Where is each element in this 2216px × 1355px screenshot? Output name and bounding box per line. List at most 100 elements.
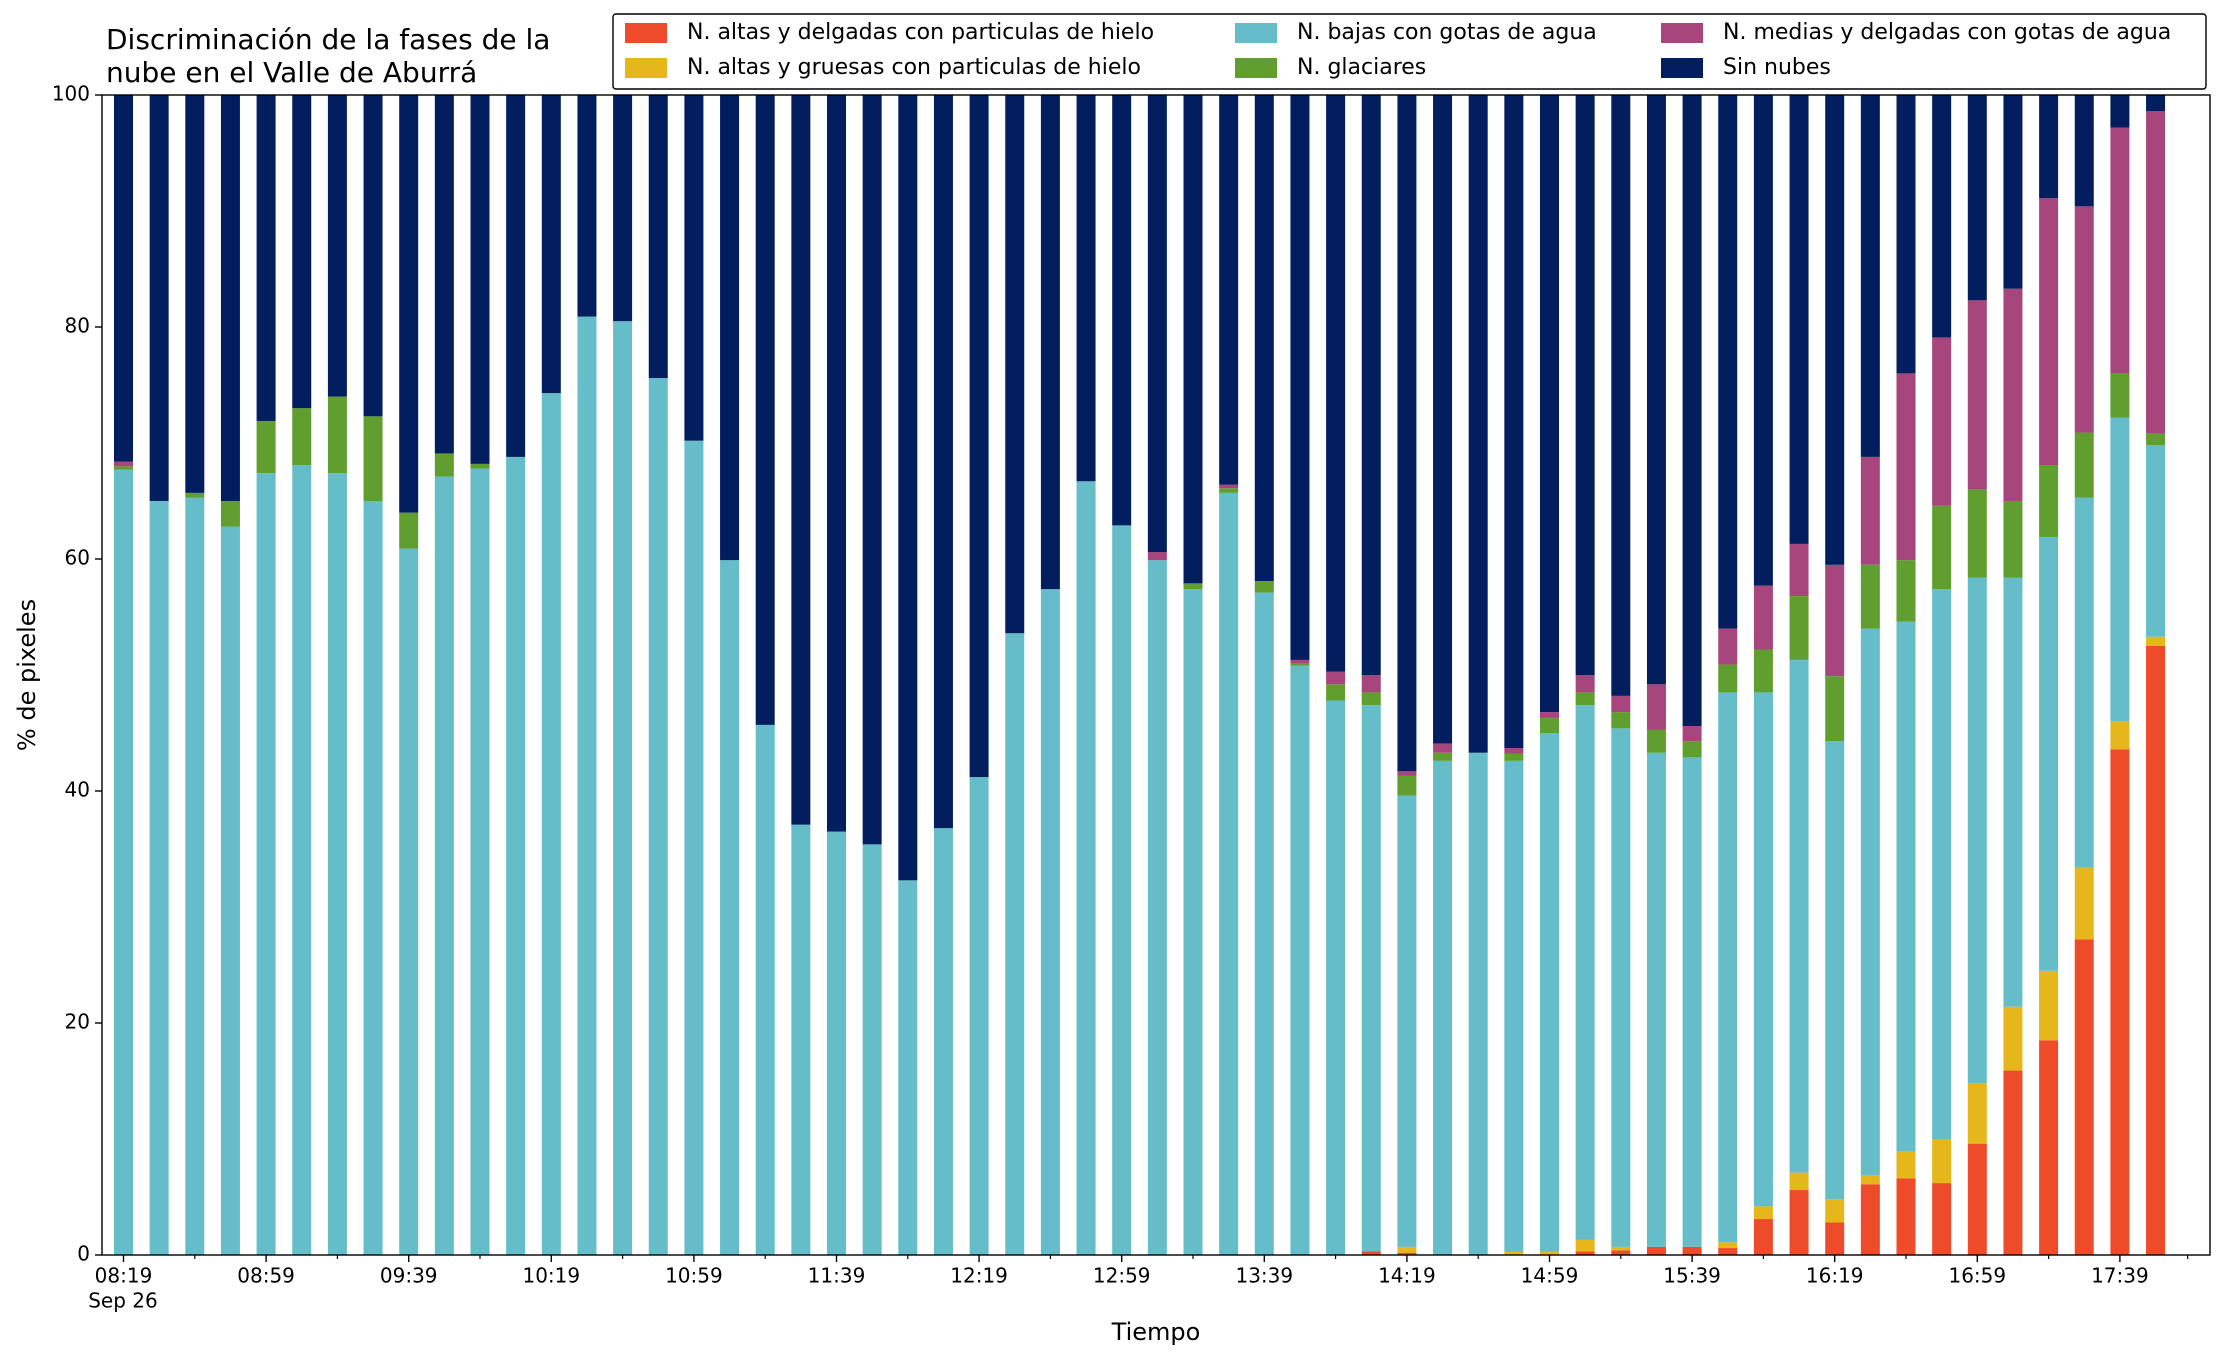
bar-segment	[1326, 684, 1346, 701]
bar-segment	[1147, 552, 1167, 561]
bar-segment	[1789, 596, 1809, 660]
bar-segment	[1397, 775, 1417, 796]
bar-segment	[2146, 445, 2166, 637]
bar-segment	[2110, 127, 2130, 374]
bar-segment	[220, 501, 240, 527]
bar-segment	[363, 501, 383, 1255]
bar-segment	[1397, 95, 1417, 772]
bar-segment	[149, 95, 169, 501]
bar-segment	[969, 95, 989, 778]
bar-segment	[1860, 628, 1880, 1175]
bar-segment	[2003, 501, 2023, 578]
bar-segment	[1646, 752, 1666, 1247]
bar-segment	[114, 461, 133, 467]
bar-segment	[1575, 692, 1595, 706]
bar-segment	[220, 526, 240, 1255]
legend-label: N. altas y gruesas con particulas de hie…	[687, 55, 1141, 80]
legend-label: N. glaciares	[1297, 55, 1426, 80]
bar-segment	[1718, 628, 1738, 665]
x-tick-label: 12:59	[1093, 1264, 1151, 1288]
plot-frame	[101, 94, 2211, 1256]
bar-segment	[292, 465, 312, 1255]
bar-segment	[256, 95, 276, 421]
x-tick-label: 08:19	[95, 1264, 153, 1288]
x-tick-label: 10:19	[522, 1264, 580, 1288]
bar-segment	[1504, 95, 1524, 749]
bar-segment	[327, 473, 347, 1255]
bar-segment	[1504, 753, 1524, 761]
bar-segment	[1183, 589, 1203, 1255]
bar-segment	[1896, 1178, 1916, 1255]
bar-segment	[1611, 728, 1631, 1247]
bar-segment	[1361, 1251, 1381, 1255]
bar-segment	[1397, 1252, 1417, 1255]
legend-swatch	[625, 58, 667, 78]
legend-label: N. medias y delgadas con gotas de agua	[1723, 20, 2171, 45]
bar-segment	[2146, 433, 2166, 446]
bar-segment	[1753, 95, 1773, 586]
bar-segment	[1540, 712, 1559, 718]
bar-segment	[1967, 1083, 1987, 1144]
bar-segment	[1682, 757, 1702, 1247]
bar-segment	[114, 466, 133, 470]
bar-segment	[1646, 1246, 1666, 1255]
bar-segment	[1646, 729, 1666, 753]
bar-segment	[2039, 1040, 2059, 1255]
x-tick-label: 08:59	[237, 1264, 295, 1288]
bar-segment	[2003, 577, 2023, 1007]
bar-segment	[1290, 665, 1310, 1255]
x-tick-label: 10:59	[665, 1264, 723, 1288]
bar-segment	[1825, 676, 1845, 742]
bar-segment	[1789, 659, 1809, 1173]
bar-segment	[1789, 95, 1809, 544]
bar-segment	[1611, 1246, 1631, 1251]
bar-segment	[791, 824, 811, 1255]
bar-segment	[1147, 560, 1167, 1255]
bar-segment	[1932, 337, 1952, 506]
bar-segment	[1504, 760, 1524, 1252]
bar-segment	[2074, 432, 2094, 498]
bar-segment	[1611, 95, 1631, 696]
bar-segment	[2110, 749, 2130, 1255]
bar-segment	[1361, 692, 1381, 706]
bar-segment	[1219, 488, 1239, 493]
bar-segment	[1254, 581, 1274, 593]
bar-segment	[1076, 481, 1096, 1255]
bar-segment	[1896, 621, 1916, 1152]
bar-segment	[1005, 633, 1025, 1255]
bar-segment	[2110, 417, 2130, 722]
bar-segment	[720, 560, 740, 1255]
bar-segment	[1326, 671, 1346, 685]
bar-segment	[2039, 198, 2059, 466]
bar-segment	[363, 416, 383, 501]
y-tick-label: 40	[65, 778, 90, 802]
bar-segment	[1433, 95, 1453, 744]
bar-segment	[434, 453, 454, 477]
bar-segment	[1112, 525, 1132, 1255]
bar-segment	[862, 844, 882, 1255]
bar-segment	[648, 95, 668, 379]
bar-segment	[1254, 95, 1274, 582]
bar-segment	[2074, 95, 2094, 207]
bar-segment	[1860, 564, 1880, 629]
bar-segment	[898, 880, 918, 1255]
bar-segment	[1646, 95, 1666, 685]
bar-segment	[256, 473, 276, 1255]
bar-segment	[577, 316, 597, 1255]
legend-swatch	[1235, 23, 1277, 43]
bar-segment	[399, 548, 419, 1255]
x-tick-label: 13:39	[1235, 1264, 1293, 1288]
bar-segment	[2146, 636, 2166, 646]
bar-segment	[1397, 1246, 1417, 1253]
bar-segment	[185, 497, 205, 1255]
bar-segment	[1112, 95, 1132, 526]
bar-segment	[1147, 95, 1167, 553]
bar-segment	[1753, 1206, 1773, 1220]
bar-segment	[755, 95, 775, 725]
x-tick-label: 11:39	[808, 1264, 866, 1288]
bar-segment	[2039, 465, 2059, 537]
legend-swatch	[1661, 23, 1703, 43]
bar-segment	[933, 828, 953, 1255]
bar-segment	[434, 95, 454, 454]
